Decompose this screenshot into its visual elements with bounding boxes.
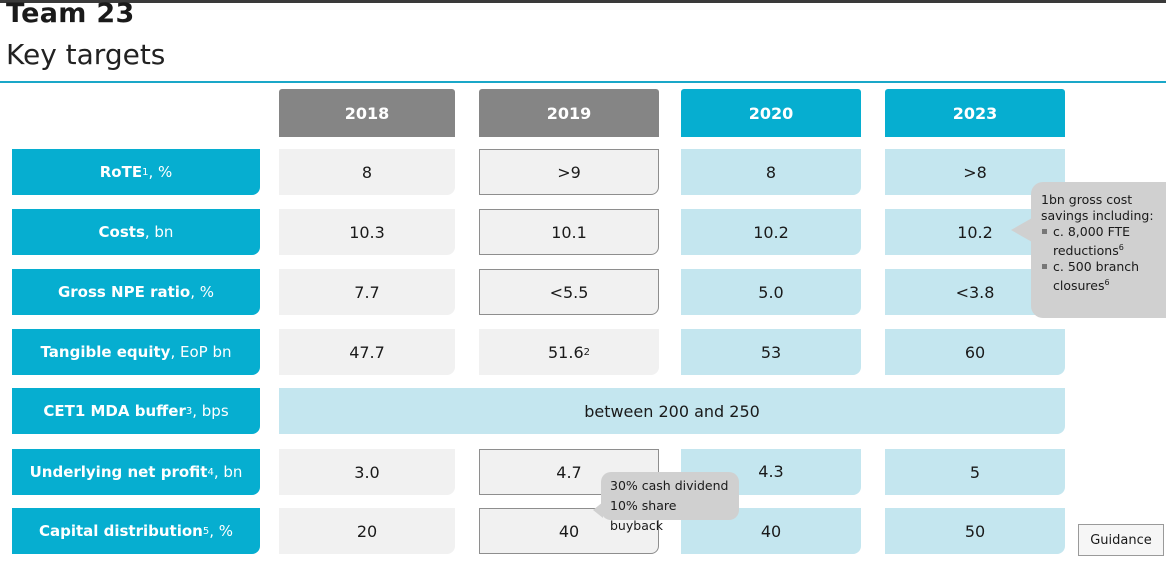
cell-costs-2019: 10.1 [479, 209, 659, 255]
row-label-gross-npe-ratio: Gross NPE ratio, % [12, 269, 260, 315]
cell-net-profit-2018: 3.0 [279, 449, 455, 495]
cell-rote-2020: 8 [681, 149, 861, 195]
callout-bullets: c. 8,000 FTE reductions6 c. 500 branch c… [1041, 224, 1162, 294]
row-label-unit: , % [148, 163, 173, 181]
cell-tangible-equity-2020: 53 [681, 329, 861, 375]
row-label-unit: , % [209, 522, 234, 540]
page-subtitle: Key targets [6, 38, 166, 71]
cell-npe-2019: <5.5 [479, 269, 659, 315]
cell-rote-2019: >9 [479, 149, 659, 195]
footnote-marker: 2 [583, 346, 590, 358]
bullet-text: c. 8,000 FTE reductions [1053, 224, 1131, 259]
row-label-underlying-net-profit: Underlying net profit 4, bn [12, 449, 260, 495]
callout-line: 1bn gross cost [1041, 192, 1133, 207]
column-header-2020: 2020 [681, 89, 861, 137]
cell-capital-dist-2018: 20 [279, 508, 455, 554]
callout-bullet: c. 8,000 FTE reductions6 [1041, 224, 1162, 259]
row-label-name: RoTE [99, 163, 143, 181]
callout-line: savings including: [1041, 208, 1154, 223]
row-label-unit: , EoP bn [170, 343, 232, 361]
cell-tangible-equity-2019: 51.6 2 [479, 329, 659, 375]
bubble-pointer [593, 502, 603, 518]
page-title: Team 23 [6, 0, 135, 29]
title-rule [0, 81, 1166, 83]
row-label-name: Underlying net profit [29, 463, 208, 481]
cell-costs-2018: 10.3 [279, 209, 455, 255]
row-label-unit: , % [190, 283, 215, 301]
row-label-unit: , bn [144, 223, 174, 241]
cell-net-profit-2023: 5 [885, 449, 1065, 495]
footnote-marker: 4 [207, 466, 214, 478]
row-label-cet1-mda-buffer: CET1 MDA buffer 3, bps [12, 388, 260, 434]
row-label-rote: RoTE 1, % [12, 149, 260, 195]
footnote-marker: 5 [202, 525, 210, 537]
cell-value: 51.6 [548, 342, 584, 362]
cell-npe-2018: 7.7 [279, 269, 455, 315]
footnote-marker: 6 [1118, 243, 1124, 252]
bubble-line: 10% share buyback [610, 498, 677, 533]
cost-savings-callout: 1bn gross cost savings including: c. 8,0… [1011, 182, 1166, 318]
footnote-marker: 3 [185, 405, 193, 417]
bubble-line: 30% cash dividend [610, 478, 729, 493]
row-label-unit: , bps [192, 402, 229, 420]
row-label-name: Capital distribution [38, 522, 203, 540]
cell-costs-2020: 10.2 [681, 209, 861, 255]
cell-npe-2020: 5.0 [681, 269, 861, 315]
bullet-text: c. 500 branch closures [1053, 259, 1140, 294]
column-header-2023: 2023 [885, 89, 1065, 137]
column-header-2018: 2018 [279, 89, 455, 137]
bullet-square-icon [1042, 264, 1047, 270]
guidance-legend: Guidance [1078, 524, 1164, 556]
cell-capital-dist-2023: 50 [885, 508, 1065, 554]
cell-rote-2018: 8 [279, 149, 455, 195]
row-label-tangible-equity: Tangible equity, EoP bn [12, 329, 260, 375]
top-border [0, 0, 1166, 3]
row-label-name: Gross NPE ratio [57, 283, 191, 301]
distribution-split-bubble: 30% cash dividend 10% share buyback [593, 472, 739, 533]
cell-cet1-merged: between 200 and 250 [279, 388, 1065, 434]
row-label-name: Costs [98, 223, 145, 241]
callout-pointer [1011, 218, 1032, 242]
row-label-name: Tangible equity [40, 343, 171, 361]
footnote-marker: 1 [142, 166, 149, 178]
callout-bullet: c. 500 branch closures6 [1041, 259, 1162, 294]
cell-tangible-equity-2023: 60 [885, 329, 1065, 375]
row-label-costs: Costs, bn [12, 209, 260, 255]
bullet-square-icon [1042, 229, 1047, 234]
row-label-unit: , bn [213, 463, 243, 481]
footnote-marker: 6 [1104, 278, 1110, 288]
cell-tangible-equity-2018: 47.7 [279, 329, 455, 375]
row-label-name: CET1 MDA buffer [43, 402, 186, 420]
row-label-capital-distribution: Capital distribution 5, % [12, 508, 260, 554]
column-header-2019: 2019 [479, 89, 659, 137]
